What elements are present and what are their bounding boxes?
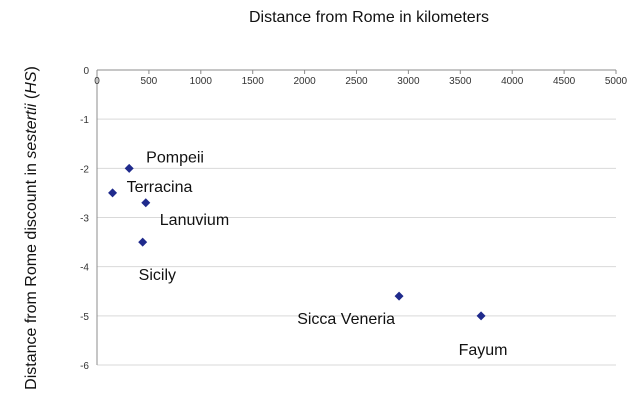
y-axis-title-suffix: ( [23, 93, 40, 103]
point-label-5: Fayum [459, 342, 508, 359]
data-point-2 [141, 198, 151, 208]
y-tick-label-1: -1 [80, 115, 89, 126]
y-tick-label-0: 0 [83, 66, 89, 77]
data-points [108, 163, 486, 321]
point-label-4: Sicca Veneria [297, 311, 395, 328]
data-point-4 [394, 291, 404, 301]
y-axis-title-close: ) [23, 66, 40, 71]
x-tick-label-0: 0 [94, 76, 100, 87]
x-tick-label-7: 3500 [449, 76, 472, 87]
x-tick-label-3: 1500 [242, 76, 265, 87]
x-axis-title: Distance from Rome in kilometers [249, 9, 489, 26]
y-axis-ticks: 0 -1 -2 -3 -4 -5 -6 [80, 66, 89, 372]
y-axis-title-prefix: Distance from Rome discount in [23, 159, 40, 390]
grid-lines [96, 69, 616, 366]
y-tick-label-4: -4 [80, 263, 89, 274]
y-tick-label-5: -5 [80, 312, 89, 323]
data-point-1 [108, 188, 118, 198]
x-tick-label-2: 1000 [190, 76, 213, 87]
y-axis-title-unit: HS [23, 71, 40, 94]
point-label-3: Sicily [139, 267, 176, 284]
point-labels: Pompeii Terracina Lanuvium Sicily Sicca Vene… [127, 149, 508, 359]
y-tick-label-3: -3 [80, 214, 89, 225]
y-axis-title-italic: sestertii [23, 103, 40, 159]
y-tick-label-6: -6 [80, 361, 89, 372]
x-tick-label-4: 2000 [293, 76, 316, 87]
x-tick-label-1: 500 [141, 76, 158, 87]
y-tick-label-2: -2 [80, 164, 89, 175]
data-point-5 [476, 311, 486, 321]
point-label-0: Pompeii [146, 149, 204, 166]
point-label-2: Lanuvium [160, 212, 229, 229]
x-tick-label-8: 4000 [501, 76, 524, 87]
data-point-0 [124, 163, 134, 173]
x-tick-label-6: 3000 [397, 76, 420, 87]
data-point-3 [138, 237, 148, 247]
x-tick-label-5: 2500 [345, 76, 368, 87]
x-tick-label-10: 5000 [605, 76, 628, 87]
x-axis-ticks: 0 500 1000 1500 2000 2500 3000 3500 4000 4500 5000 [94, 70, 628, 87]
x-tick-label-9: 4500 [553, 76, 576, 87]
point-label-1: Terracina [127, 179, 193, 196]
y-axis-title: Distance from Rome discount in sestertii… [23, 66, 40, 390]
